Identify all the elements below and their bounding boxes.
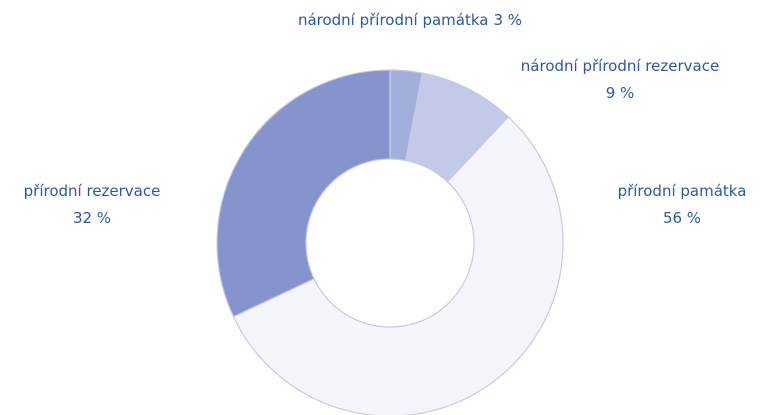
- value-label: 3 %: [493, 11, 522, 29]
- slice-label: národní přírodní památka 3 %: [298, 11, 522, 29]
- slice-label: přírodní rezervace 32 %: [24, 182, 161, 227]
- value-label: 56 %: [663, 209, 701, 227]
- value-label: 32 %: [73, 209, 111, 227]
- category-label: národní přírodní rezervace: [521, 57, 719, 75]
- donut-slice: [216, 69, 391, 318]
- category-label: přírodní rezervace: [24, 182, 161, 200]
- category-label: národní přírodní památka: [298, 11, 489, 29]
- category-label: přírodní památka: [618, 182, 747, 200]
- value-label: 9 %: [606, 84, 635, 102]
- slice-label: přírodní památka 56 %: [618, 182, 747, 227]
- slice-label: národní přírodní rezervace 9 %: [521, 57, 719, 102]
- donut-slice: [232, 116, 564, 415]
